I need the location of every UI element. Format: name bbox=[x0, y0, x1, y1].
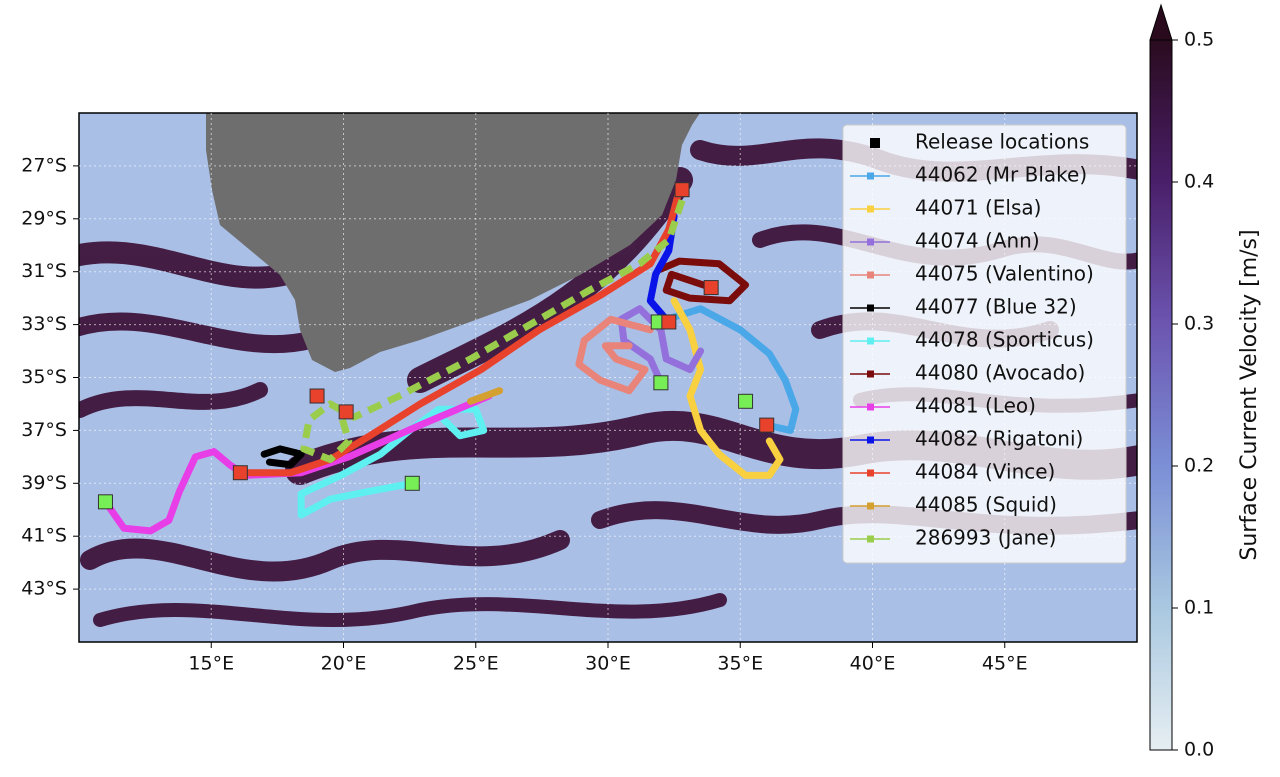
legend-marker bbox=[867, 205, 874, 213]
release-marker bbox=[653, 375, 669, 391]
drifter-track bbox=[300, 199, 686, 463]
end-marker bbox=[338, 404, 354, 420]
colorbar-label: Surface Current Velocity [m/s] bbox=[1237, 229, 1262, 560]
release-marker bbox=[404, 475, 420, 491]
legend-marker bbox=[867, 370, 874, 378]
drifter-track bbox=[617, 305, 705, 387]
y-tick-label: 33°S bbox=[21, 313, 67, 335]
y-tick-label: 29°S bbox=[21, 207, 67, 229]
legend-label: 286993 (Jane) bbox=[915, 526, 1056, 550]
drifter-track bbox=[297, 405, 488, 519]
colorbar-tick-label: 0.4 bbox=[1184, 171, 1214, 193]
legend-marker bbox=[867, 535, 874, 543]
x-tick-label: 20°E bbox=[321, 653, 367, 675]
colorbar-tick-label: 0.0 bbox=[1184, 739, 1214, 761]
colorbar-extend bbox=[1149, 3, 1173, 41]
legend-marker bbox=[867, 271, 874, 279]
legend-label: 44071 (Elsa) bbox=[915, 196, 1041, 220]
x-tick-label: 30°E bbox=[585, 653, 631, 675]
end-marker bbox=[674, 182, 690, 198]
legend-label: 44075 (Valentino) bbox=[915, 262, 1094, 286]
colorbar-tick-label: 0.3 bbox=[1184, 313, 1214, 335]
y-tick-label: 31°S bbox=[21, 260, 67, 282]
y-tick-label: 35°S bbox=[21, 366, 67, 388]
end-marker bbox=[232, 465, 248, 481]
legend-marker bbox=[867, 469, 874, 477]
legend-marker bbox=[867, 502, 874, 510]
colorbar bbox=[1149, 39, 1173, 751]
legend-marker bbox=[867, 403, 874, 411]
colorbar-tick-label: 0.5 bbox=[1184, 29, 1214, 51]
drifter-track bbox=[657, 257, 750, 305]
end-marker bbox=[661, 314, 677, 330]
release-marker bbox=[97, 494, 113, 510]
legend-label: 44081 (Leo) bbox=[915, 394, 1036, 418]
legend-marker bbox=[867, 436, 874, 444]
x-tick-label: 15°E bbox=[188, 653, 234, 675]
y-tick-label: 27°S bbox=[21, 154, 67, 176]
legend-label: 44082 (Rigatoni) bbox=[915, 427, 1083, 451]
y-tick-label: 43°S bbox=[21, 578, 67, 600]
drifter-track bbox=[260, 445, 305, 469]
land bbox=[206, 113, 700, 372]
legend-label: 44074 (Ann) bbox=[915, 229, 1040, 253]
legend-box bbox=[842, 124, 1127, 564]
legend-marker bbox=[867, 304, 874, 312]
legend-label: 44085 (Squid) bbox=[915, 493, 1057, 517]
drifter-track bbox=[654, 305, 800, 434]
legend-label: 44062 (Mr Blake) bbox=[915, 163, 1087, 187]
legend-marker bbox=[867, 238, 874, 246]
legend-marker bbox=[867, 172, 874, 180]
tracks bbox=[79, 113, 1137, 642]
colorbar-tick-label: 0.2 bbox=[1184, 455, 1214, 477]
legend-marker bbox=[867, 337, 874, 345]
legend-label: 44080 (Avocado) bbox=[915, 361, 1085, 385]
colorbar-tick-label: 0.1 bbox=[1184, 597, 1214, 619]
x-tick-label: 35°E bbox=[717, 653, 763, 675]
legend-label: Release locations bbox=[915, 130, 1089, 154]
legend-label: 44078 (Sporticus) bbox=[915, 328, 1094, 352]
drifter-track bbox=[236, 186, 683, 477]
drifter-track bbox=[646, 212, 678, 323]
end-marker bbox=[309, 388, 325, 404]
drifter-track bbox=[670, 297, 784, 479]
x-tick-label: 45°E bbox=[982, 653, 1028, 675]
legend-marker bbox=[870, 138, 880, 148]
drifter-track bbox=[101, 392, 493, 535]
legend-label: 44084 (Vince) bbox=[915, 460, 1055, 484]
legend-label: 44077 (Blue 32) bbox=[915, 295, 1077, 319]
end-marker bbox=[759, 417, 775, 433]
y-tick-label: 41°S bbox=[21, 525, 67, 547]
y-tick-label: 39°S bbox=[21, 472, 67, 494]
drifter-track bbox=[575, 315, 654, 395]
end-marker bbox=[703, 280, 719, 296]
release-marker bbox=[738, 393, 754, 409]
drifter-track bbox=[466, 387, 504, 405]
y-tick-label: 37°S bbox=[21, 419, 67, 441]
x-tick-label: 25°E bbox=[453, 653, 499, 675]
x-tick-label: 40°E bbox=[850, 653, 896, 675]
